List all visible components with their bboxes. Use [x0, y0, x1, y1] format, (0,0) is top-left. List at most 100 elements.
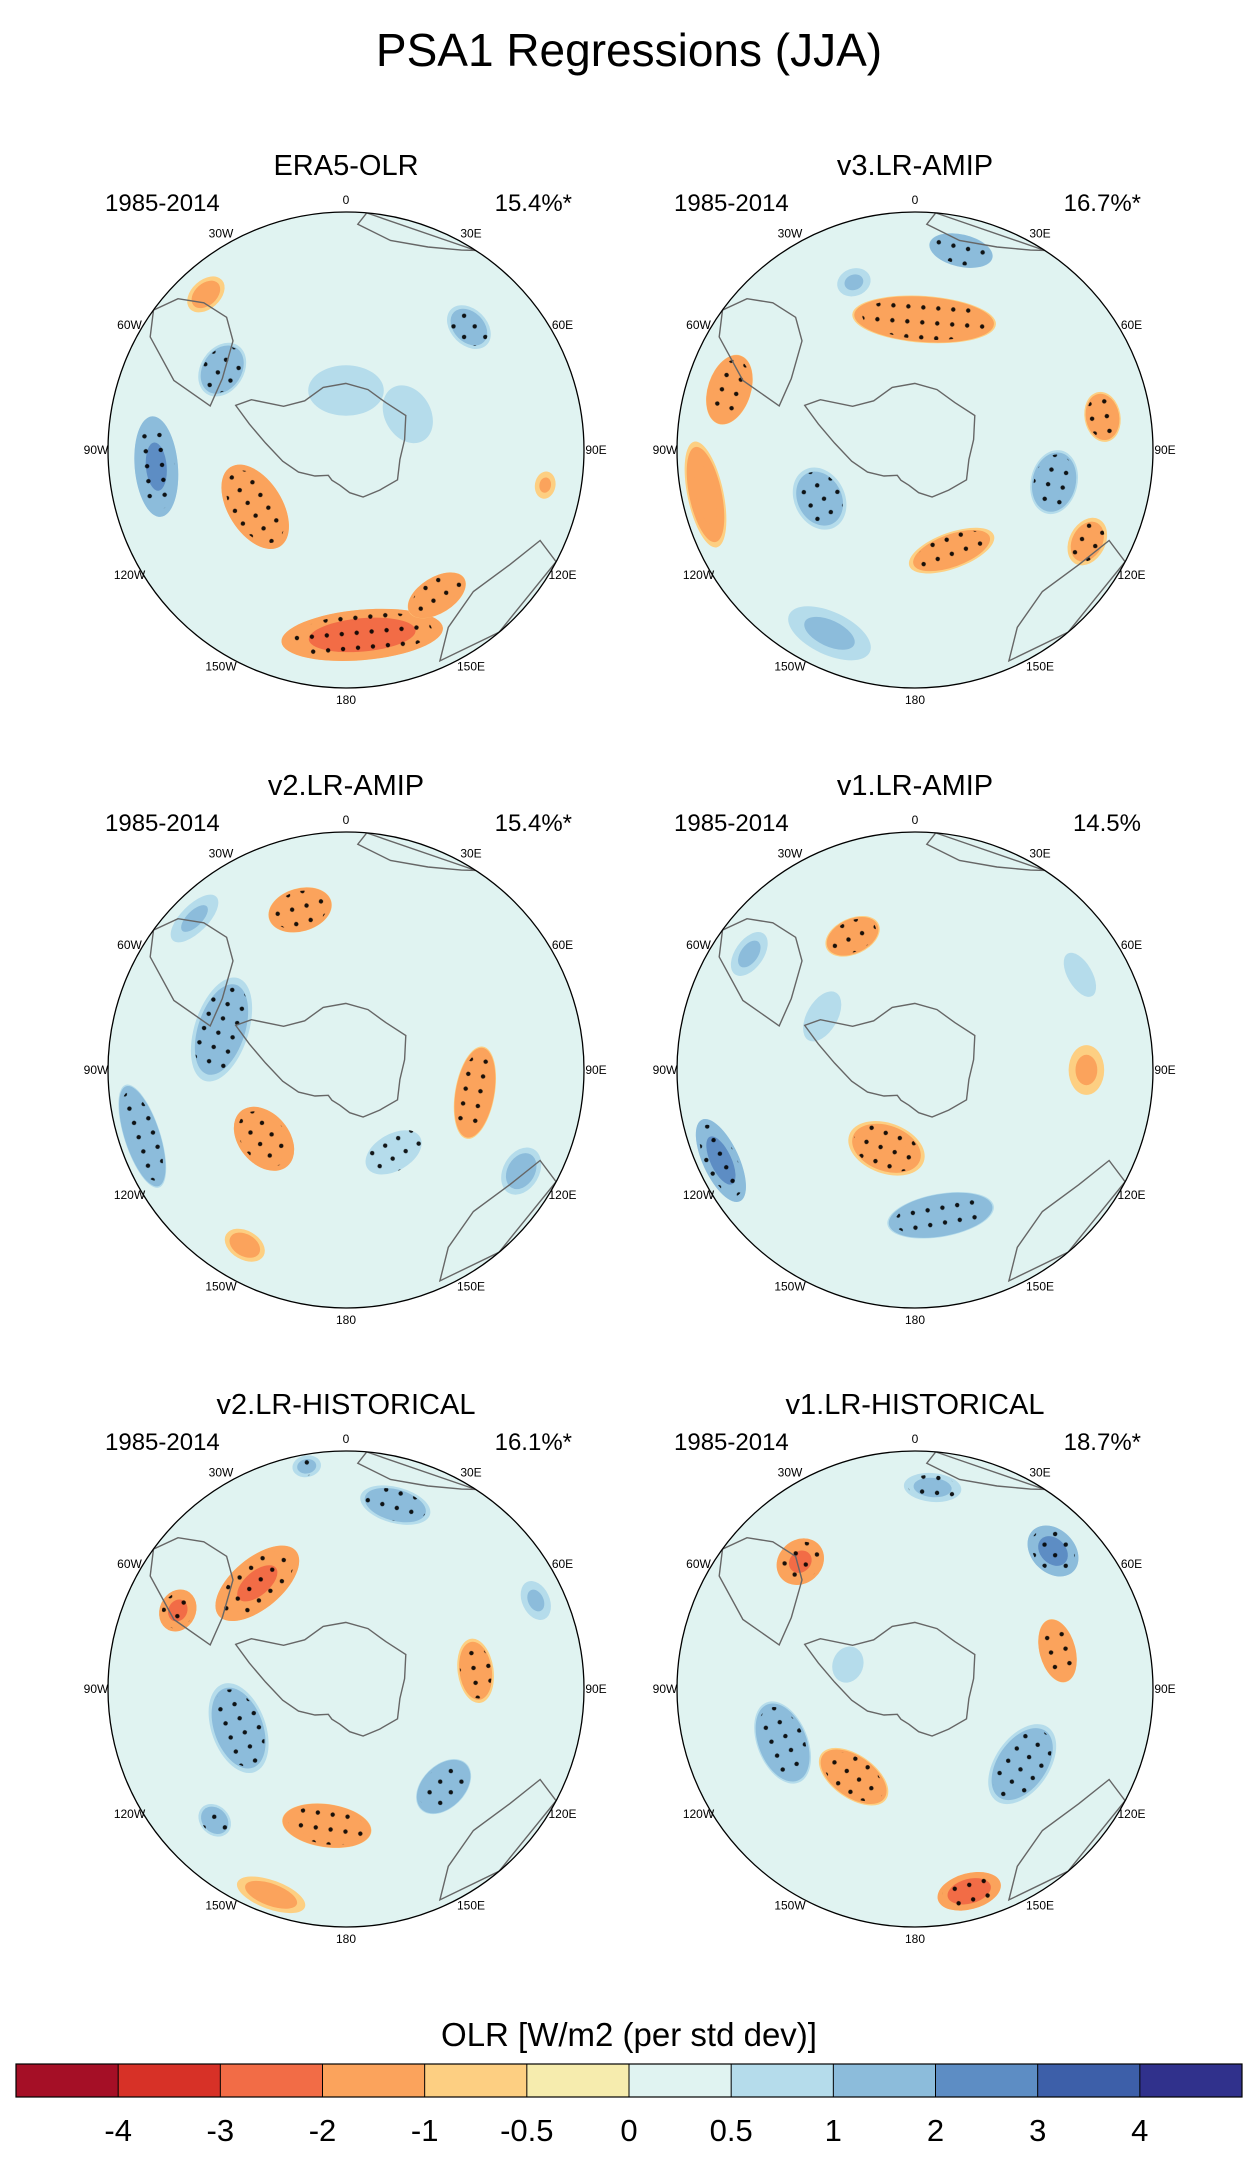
significance-stippling	[894, 1195, 987, 1236]
significance-stippling	[221, 1550, 294, 1616]
longitude-label: 120E	[1117, 568, 1145, 582]
colorbar-tick-label: 2	[927, 2113, 944, 2148]
longitude-label: 0	[343, 193, 350, 207]
longitude-label: 180	[905, 693, 925, 707]
longitude-label: 30E	[1029, 1466, 1050, 1480]
longitude-label: 150E	[457, 1280, 485, 1294]
panel-period: 1985-2014	[105, 190, 220, 217]
significance-stippling	[914, 530, 989, 571]
map-background	[677, 1451, 1153, 1927]
longitude-label: 30W	[209, 847, 234, 861]
contour-fill	[181, 905, 208, 932]
longitude-label: 90W	[84, 1682, 109, 1696]
longitude-label: 180	[905, 1932, 925, 1946]
significance-stippling	[272, 890, 328, 930]
map-panel: 0 30E 60E 90E 120E 150E 180 150W 120W 90W 60W 30W v3…	[653, 150, 1176, 707]
significance-stippling	[1086, 395, 1119, 439]
longitude-label: 30E	[1029, 227, 1050, 241]
significance-stippling	[238, 1111, 290, 1167]
longitude-label: 30W	[209, 1466, 234, 1480]
significance-stippling	[1031, 1529, 1075, 1573]
map-field	[677, 1451, 1153, 1927]
map-background	[108, 832, 584, 1308]
significance-stippling	[200, 1806, 229, 1835]
map-border	[676, 211, 1154, 689]
coastline	[1007, 1778, 1126, 1902]
longitude-label: 150E	[1026, 660, 1054, 674]
longitude-label: 180	[336, 693, 356, 707]
longitude-label: 90E	[585, 443, 606, 457]
colorbar-tick-label: 4	[1131, 2113, 1148, 2148]
significance-stippling	[456, 1052, 494, 1133]
panel-variance: 15.4%*	[495, 810, 572, 837]
longitude-label: 120W	[114, 568, 146, 582]
colorbar-tick-label: 3	[1029, 2113, 1046, 2148]
colorbar-tick-label: -0.5	[500, 2113, 553, 2148]
longitude-label: 120E	[1117, 1188, 1145, 1202]
panel-title: ERA5-OLR	[273, 150, 418, 182]
map-panel: 0 30E 60E 90E 120E 150E 180 150W 120W 90W 60W 30W v1…	[653, 770, 1176, 1327]
colorbar-swatch	[424, 2064, 528, 2097]
panel-variance: 14.5%	[1073, 810, 1141, 837]
longitude-label: 150W	[774, 1899, 806, 1913]
coastline	[234, 382, 407, 498]
longitude-label: 60W	[686, 318, 711, 332]
longitude-label: 30W	[778, 227, 803, 241]
coastline	[803, 1621, 976, 1737]
map-border	[676, 1450, 1154, 1928]
longitude-label: 30E	[1029, 847, 1050, 861]
map-border	[107, 831, 585, 1309]
map-field	[677, 832, 1153, 1308]
contour-fill	[1075, 1054, 1098, 1086]
longitude-label: 120E	[548, 1188, 576, 1202]
longitude-label: 120W	[683, 568, 715, 582]
longitude-label: 60W	[117, 1557, 142, 1571]
significance-stippling	[137, 423, 176, 510]
panel-variance: 15.4%*	[495, 190, 572, 217]
significance-stippling	[201, 346, 243, 393]
map-panel: 0 30E 60E 90E 120E 150E 180 150W 120W 90W 60W 30W ER…	[84, 150, 607, 707]
longitude-label: 30W	[778, 847, 803, 861]
significance-stippling	[907, 1474, 958, 1501]
significance-stippling	[699, 1124, 743, 1197]
longitude-label: 90E	[1154, 1682, 1175, 1696]
contour-fill	[191, 280, 221, 309]
longitude-label: 90W	[653, 1063, 678, 1077]
longitude-label: 30W	[209, 227, 234, 241]
longitude-label: 120W	[683, 1188, 715, 1202]
longitude-label: 0	[343, 813, 350, 827]
longitude-label: 60E	[1121, 318, 1142, 332]
longitude-label: 150W	[774, 1280, 806, 1294]
significance-stippling	[226, 470, 285, 544]
contour-fill	[804, 616, 855, 650]
map-background	[677, 832, 1153, 1308]
significance-stippling	[195, 984, 248, 1075]
longitude-label: 90E	[585, 1682, 606, 1696]
significance-stippling	[941, 1874, 997, 1908]
colorbar-tick-label: -2	[309, 2113, 337, 2148]
contour-fill	[539, 477, 552, 493]
longitude-label: 90E	[1154, 1063, 1175, 1077]
longitude-label: 150W	[774, 660, 806, 674]
significance-stippling	[992, 1729, 1052, 1799]
panel-period: 1985-2014	[105, 810, 220, 837]
coastline	[234, 1002, 407, 1118]
panel-title: v2.LR-HISTORICAL	[217, 1389, 476, 1421]
longitude-label: 60W	[686, 938, 711, 952]
coastline	[438, 1778, 557, 1902]
colorbar-swatch	[322, 2064, 426, 2097]
longitude-label: 120E	[548, 1807, 576, 1821]
contour-fill	[1063, 952, 1097, 997]
significance-stippling	[365, 1488, 426, 1523]
map-panel: 0 30E 60E 90E 120E 150E 180 150W 120W 90W 60W 30W v2…	[84, 770, 607, 1327]
colorbar-swatch	[526, 2064, 630, 2097]
contour-fill	[832, 1646, 864, 1683]
colorbar-swatch	[935, 2064, 1039, 2097]
contour-fill	[527, 1589, 545, 1612]
longitude-label: 30E	[460, 1466, 481, 1480]
panel-variance: 16.7%*	[1064, 190, 1141, 217]
longitude-label: 0	[912, 193, 919, 207]
map-border	[676, 831, 1154, 1309]
longitude-label: 180	[905, 1313, 925, 1327]
longitude-label: 120W	[683, 1807, 715, 1821]
